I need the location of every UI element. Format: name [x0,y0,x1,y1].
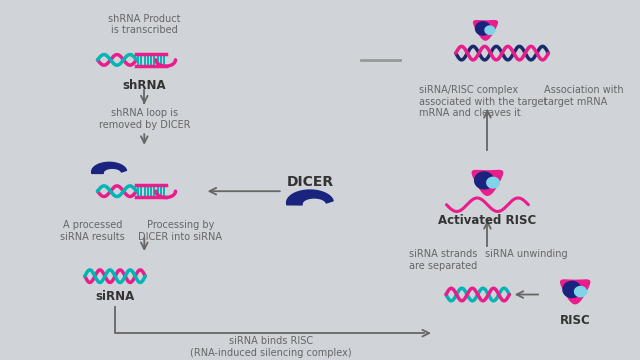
Text: shRNA loop is
removed by DICER: shRNA loop is removed by DICER [99,108,190,130]
Polygon shape [561,280,589,304]
Text: RISC: RISC [560,314,591,327]
Polygon shape [485,26,495,34]
Text: Activated RISC: Activated RISC [438,214,536,228]
Text: Association with
target mRNA: Association with target mRNA [544,85,623,107]
Text: siRNA strands
are separated: siRNA strands are separated [410,249,477,271]
Text: siRNA/RISC complex
associated with the target
mRNA and cleaves it: siRNA/RISC complex associated with the t… [419,85,548,118]
Polygon shape [472,171,502,195]
Polygon shape [575,287,586,297]
Polygon shape [92,162,127,174]
Polygon shape [563,282,581,298]
Text: siRNA: siRNA [95,290,134,303]
Polygon shape [287,190,333,205]
Polygon shape [474,21,497,40]
Polygon shape [476,22,490,35]
Text: DICER: DICER [287,175,333,189]
Text: shRNA Product
is transcribed: shRNA Product is transcribed [108,14,180,35]
Polygon shape [487,177,499,188]
Text: A processed
siRNA results: A processed siRNA results [60,220,125,242]
Text: siRNA binds RISC
(RNA-induced silencing complex): siRNA binds RISC (RNA-induced silencing … [190,336,352,357]
Polygon shape [475,172,493,189]
Text: siRNA unwinding: siRNA unwinding [486,249,568,259]
Text: Processing by
DICER into siRNA: Processing by DICER into siRNA [138,220,222,242]
Text: shRNA: shRNA [122,79,166,92]
